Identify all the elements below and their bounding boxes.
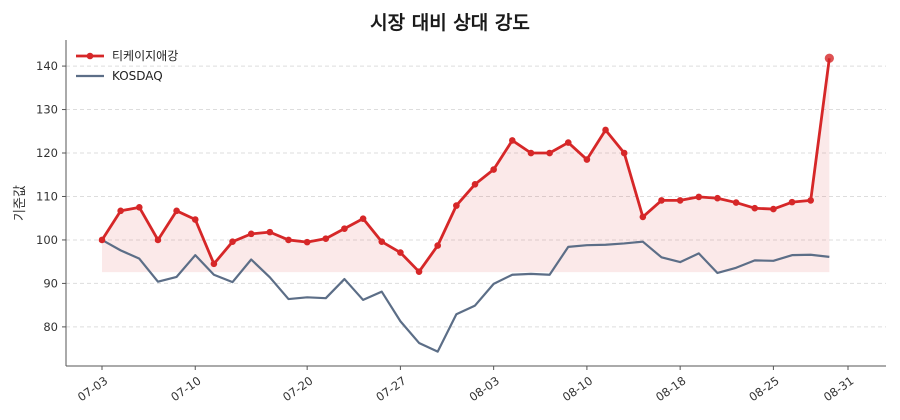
series-point-primary	[807, 197, 814, 204]
series-point-primary	[751, 204, 759, 212]
x-tick-label: 08-18	[653, 374, 688, 405]
series-point-primary	[453, 202, 460, 209]
series-point-primary	[173, 207, 180, 215]
series-point-primary	[824, 53, 834, 63]
series-point-primary	[154, 236, 162, 244]
series-point-primary	[303, 238, 311, 246]
series-line-kosdaq	[101, 238, 830, 353]
series-point-primary	[714, 194, 721, 202]
series-point-primary	[434, 242, 442, 249]
series-point-primary	[229, 238, 236, 245]
legend-label-primary: 티케이지애강	[112, 49, 178, 63]
y-tick-label: 140	[36, 59, 58, 73]
series-point-primary	[583, 156, 591, 163]
series-point-primary	[247, 230, 255, 238]
series-point-primary	[285, 236, 292, 244]
series-point-primary	[564, 139, 572, 146]
series-point-primary	[210, 260, 218, 268]
series-point-primary	[695, 193, 703, 201]
x-tick-label: 07-27	[373, 374, 408, 405]
y-axis-label: 기준값	[13, 185, 28, 221]
x-tick-label: 07-03	[75, 374, 110, 405]
series-point-primary	[527, 149, 535, 157]
y-tick-label: 90	[43, 276, 58, 290]
series-point-primary	[471, 181, 479, 188]
legend-marker-primary	[86, 52, 94, 60]
series-fill-area	[102, 58, 830, 273]
series-point-primary	[788, 198, 796, 206]
y-tick-label: 100	[36, 233, 58, 247]
series-point-primary	[658, 197, 665, 204]
x-tick-label: 08-31	[821, 374, 856, 405]
x-tick-label: 08-10	[560, 374, 595, 405]
y-tick-label: 80	[43, 320, 58, 334]
chart-title: 시장 대비 상대 강도	[370, 12, 530, 34]
series-point-primary	[490, 166, 497, 173]
y-tick-label: 110	[36, 189, 58, 203]
series-point-primary	[770, 205, 777, 213]
series-point-primary	[359, 215, 367, 222]
series-point-primary	[98, 236, 106, 244]
series-line-primary	[100, 58, 831, 274]
series-point-primary	[415, 268, 423, 275]
series-point-primary	[639, 213, 647, 221]
series-point-primary	[620, 149, 628, 157]
series-point-primary	[602, 126, 609, 134]
series-point-primary	[397, 249, 404, 256]
legend-label-kosdaq: KOSDAQ	[112, 69, 163, 83]
series-point-primary	[378, 238, 386, 245]
series-point-primary	[136, 204, 143, 211]
x-tick-label: 08-03	[467, 374, 502, 405]
series-point-primary	[191, 216, 199, 223]
series-point-primary	[322, 235, 330, 242]
series-point-primary	[509, 137, 516, 144]
series-point-primary	[117, 207, 124, 215]
y-tick-label: 120	[36, 146, 58, 160]
series-point-primary	[266, 228, 274, 236]
series-point-primary	[732, 199, 740, 206]
series-point-primary	[341, 225, 348, 232]
y-tick-label: 130	[36, 103, 58, 117]
x-tick-label: 07-20	[280, 374, 315, 405]
x-tick-label: 07-10	[168, 374, 203, 405]
series-point-primary	[546, 149, 553, 157]
x-tick-label: 08-25	[746, 374, 781, 405]
series-point-primary	[676, 197, 684, 204]
